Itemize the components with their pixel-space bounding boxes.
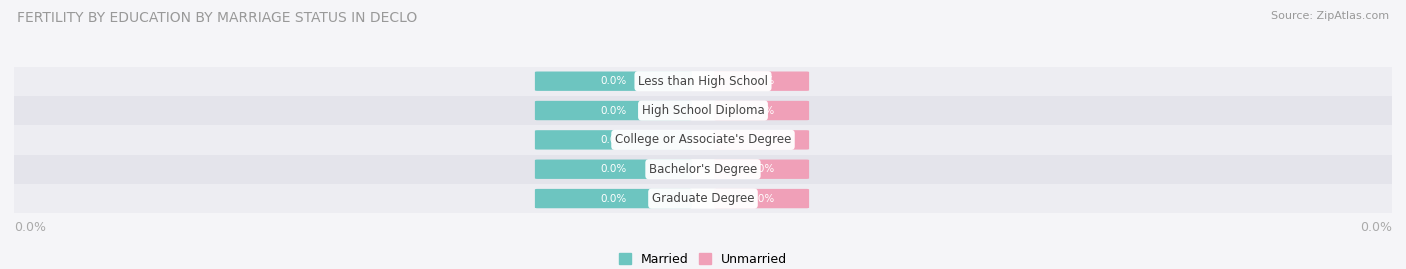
Bar: [14, 184, 1392, 213]
Text: 0.0%: 0.0%: [1360, 221, 1392, 233]
FancyBboxPatch shape: [714, 189, 808, 208]
FancyBboxPatch shape: [534, 101, 692, 120]
Text: 0.0%: 0.0%: [600, 194, 627, 204]
Bar: [14, 125, 1392, 155]
FancyBboxPatch shape: [714, 130, 808, 150]
FancyBboxPatch shape: [534, 189, 692, 208]
Text: Less than High School: Less than High School: [638, 75, 768, 88]
FancyBboxPatch shape: [534, 130, 692, 150]
Text: 0.0%: 0.0%: [600, 105, 627, 115]
Text: 0.0%: 0.0%: [748, 164, 775, 174]
Text: 0.0%: 0.0%: [748, 194, 775, 204]
Text: 0.0%: 0.0%: [600, 76, 627, 86]
FancyBboxPatch shape: [534, 72, 692, 91]
Text: 0.0%: 0.0%: [600, 135, 627, 145]
Text: 0.0%: 0.0%: [748, 76, 775, 86]
Text: Graduate Degree: Graduate Degree: [652, 192, 754, 205]
Text: 0.0%: 0.0%: [14, 221, 46, 233]
Bar: [14, 155, 1392, 184]
Text: High School Diploma: High School Diploma: [641, 104, 765, 117]
Bar: [14, 96, 1392, 125]
FancyBboxPatch shape: [714, 101, 808, 120]
FancyBboxPatch shape: [534, 160, 692, 179]
FancyBboxPatch shape: [714, 160, 808, 179]
Text: 0.0%: 0.0%: [748, 105, 775, 115]
Text: Source: ZipAtlas.com: Source: ZipAtlas.com: [1271, 11, 1389, 21]
Text: 0.0%: 0.0%: [748, 135, 775, 145]
Bar: [14, 66, 1392, 96]
Legend: Married, Unmarried: Married, Unmarried: [619, 253, 787, 266]
Text: 0.0%: 0.0%: [600, 164, 627, 174]
Text: Bachelor's Degree: Bachelor's Degree: [650, 163, 756, 176]
Text: FERTILITY BY EDUCATION BY MARRIAGE STATUS IN DECLO: FERTILITY BY EDUCATION BY MARRIAGE STATU…: [17, 11, 418, 25]
Text: College or Associate's Degree: College or Associate's Degree: [614, 133, 792, 146]
FancyBboxPatch shape: [714, 72, 808, 91]
